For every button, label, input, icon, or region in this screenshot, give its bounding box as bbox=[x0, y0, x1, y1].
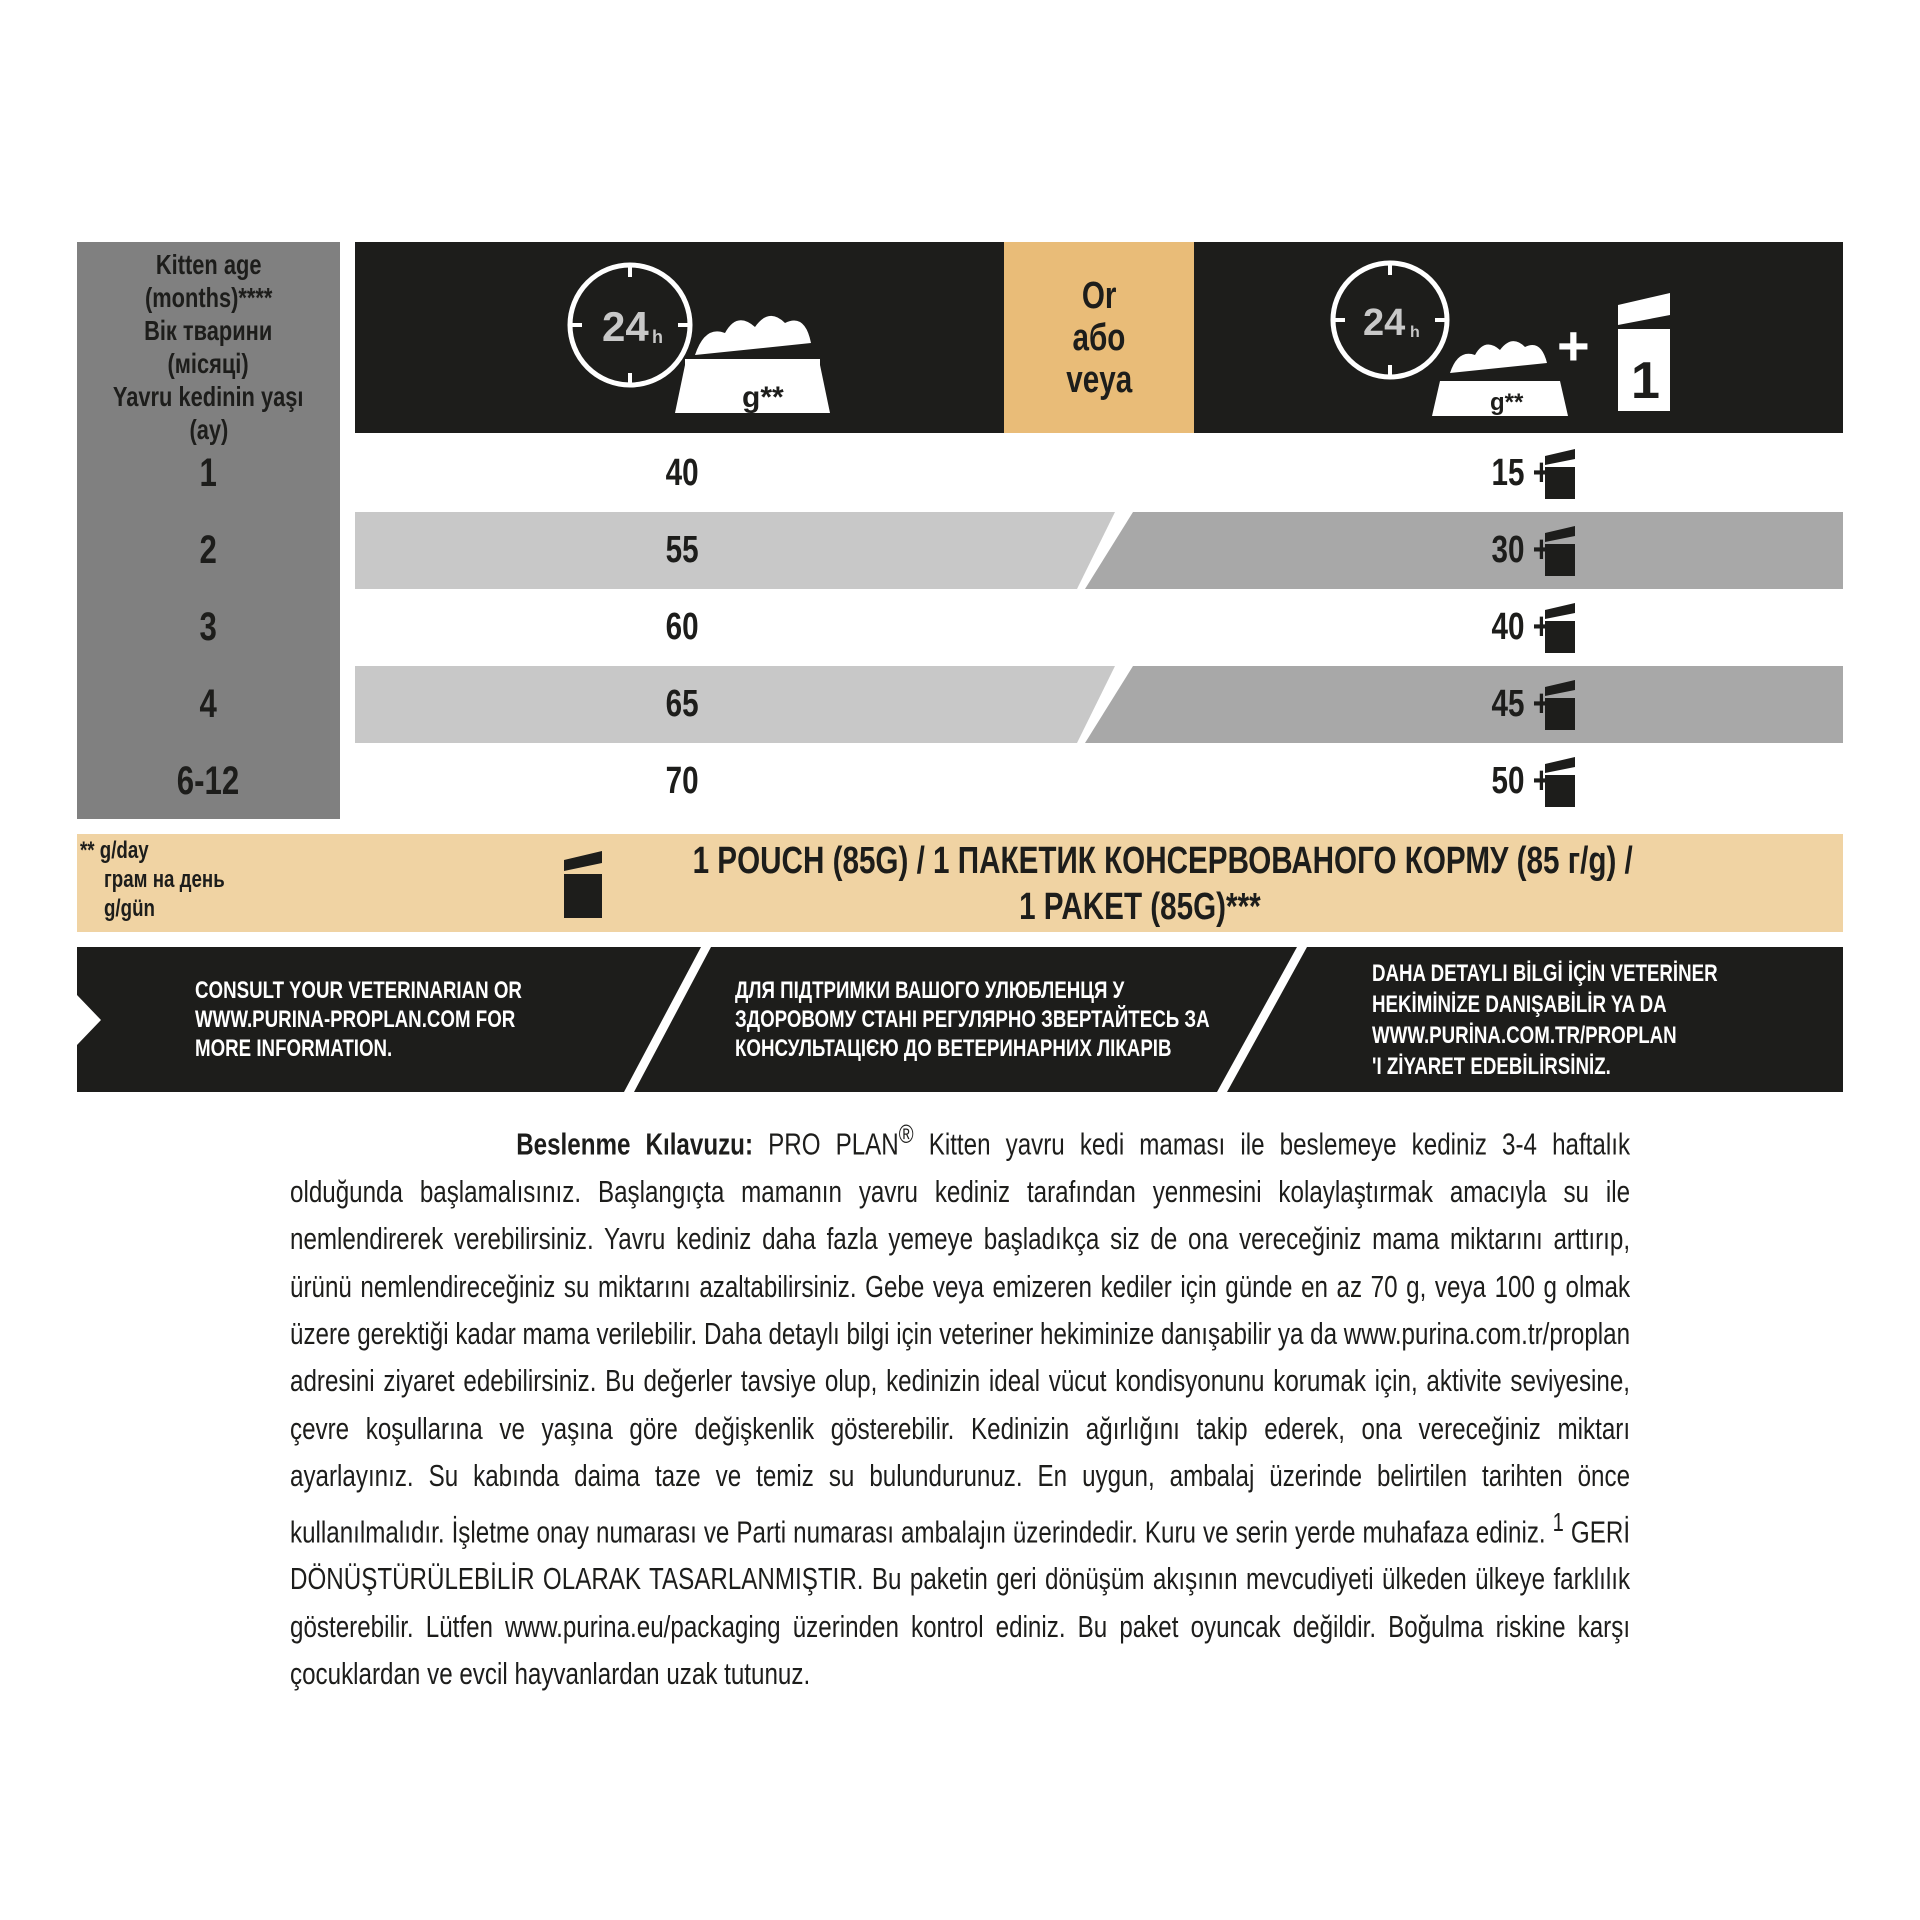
info-line: MORE INFORMATION. bbox=[195, 1035, 393, 1062]
unit-en: ** g/day bbox=[80, 837, 149, 864]
age-header: Kitten age (months)**** Вік тварини (міс… bbox=[77, 248, 340, 446]
svg-text:h: h bbox=[1410, 324, 1420, 341]
registered-mark: ® bbox=[898, 1121, 914, 1149]
age-column bbox=[77, 242, 340, 819]
guide-title: Beslenme Kılavuzu: bbox=[516, 1126, 754, 1162]
dry-food-daily-icon: 24 h g** bbox=[567, 262, 830, 414]
svg-text:1: 1 bbox=[1631, 352, 1660, 410]
age-cell: 1 bbox=[77, 435, 340, 512]
dry-value: 65 bbox=[666, 683, 699, 725]
mixed-value: 45 + bbox=[1491, 683, 1550, 725]
age-value: 2 bbox=[199, 528, 218, 572]
recycle-text: GERİ DÖNÜŞTÜRÜLEBİLİR OLARAK TASARLANMIŞ… bbox=[290, 1513, 1631, 1692]
dry-amount: 70 bbox=[640, 743, 725, 820]
age-value: 4 bbox=[199, 682, 218, 726]
mixed-value: 40 + bbox=[1491, 606, 1550, 648]
info-line: КОНСУЛЬТАЦІЄЮ ДО ВЕТЕРИНАРНИХ ЛІКАРІВ bbox=[735, 1035, 1172, 1062]
age-label-tr: Yavru kedinin yaşı bbox=[113, 381, 304, 412]
info-tr: DAHA DETAYLI BİLGİ İÇİN VETERİNER HEKİMİ… bbox=[1372, 958, 1815, 1082]
pouch-icon bbox=[1545, 526, 1575, 576]
feeding-guide-paragraph: Beslenme Kılavuzu: PRO PLAN® Kitten yavr… bbox=[290, 1112, 1630, 1698]
footnote-marker: 1 bbox=[1552, 1508, 1564, 1537]
svg-text:h: h bbox=[652, 327, 663, 347]
age-cell: 3 bbox=[77, 589, 340, 666]
dry-value: 40 bbox=[666, 452, 699, 494]
info-band-dividers bbox=[77, 947, 1307, 1092]
info-line: HEKİMİNİZE DANIŞABİLİR YA DA bbox=[1372, 991, 1667, 1018]
plus-icon: + bbox=[1557, 314, 1590, 377]
dry-amount: 60 bbox=[640, 589, 725, 666]
age-label-en-unit: (months)**** bbox=[144, 282, 273, 313]
pouch-icon bbox=[1545, 680, 1575, 730]
or-column: Or або veya bbox=[1004, 242, 1194, 433]
info-line: ЗДОРОВОМУ СТАНІ РЕГУЛЯРНО ЗВЕРТАЙТЕСЬ ЗА bbox=[735, 1006, 1210, 1033]
mixed-amount: 30 + bbox=[1450, 512, 1550, 589]
dry-value: 60 bbox=[666, 606, 699, 648]
age-value: 3 bbox=[199, 605, 218, 649]
mixed-value: 30 + bbox=[1491, 529, 1550, 571]
pouch-icon bbox=[1545, 757, 1575, 807]
info-line: CONSULT YOUR VETERINARIAN OR bbox=[195, 977, 522, 1004]
unit-tr: g/gün bbox=[104, 895, 155, 922]
svg-text:24: 24 bbox=[1363, 302, 1405, 344]
info-en: CONSULT YOUR VETERINARIAN OR WWW.PURINA-… bbox=[195, 976, 614, 1063]
age-label-en: Kitten age bbox=[155, 249, 262, 280]
info-line: 'I ZİYARET EDEBİLİRSİNİZ. bbox=[1372, 1053, 1611, 1080]
pouch-icon bbox=[1545, 449, 1575, 499]
brand: PRO PLAN bbox=[753, 1126, 899, 1162]
pouch-icon bbox=[1545, 603, 1575, 653]
pouch-icon: 1 bbox=[1618, 293, 1670, 411]
dry-amount: 55 bbox=[640, 512, 725, 589]
pouch-icon bbox=[564, 851, 602, 918]
dry-amount: 65 bbox=[640, 666, 725, 743]
age-cell: 4 bbox=[77, 666, 340, 743]
info-line: WWW.PURİNA.COM.TR/PROPLAN bbox=[1372, 1022, 1677, 1049]
info-line: ДЛЯ ПІДТРИМКИ ВАШОГО УЛЮБЛЕНЦЯ У bbox=[735, 977, 1125, 1004]
age-label-tr-unit: (ay) bbox=[189, 414, 228, 445]
age-label-uk-unit: (місяці) bbox=[167, 348, 250, 379]
svg-text:g**: g** bbox=[742, 381, 784, 414]
guide-text: Kitten yavru kedi maması ile beslemeye k… bbox=[290, 1126, 1631, 1549]
dry-amount: 40 bbox=[640, 435, 725, 512]
unit-uk: грам на день bbox=[104, 866, 225, 893]
bowl-icon: g** bbox=[1432, 341, 1568, 416]
mixed-amount: 50 + bbox=[1450, 743, 1550, 820]
row-background bbox=[355, 666, 1843, 743]
or-en: Or bbox=[1081, 274, 1117, 317]
pouch-line-2: 1 PAKET (85G)*** bbox=[1019, 886, 1261, 928]
age-value: 6-12 bbox=[177, 759, 240, 803]
mixed-amount: 15 + bbox=[1450, 435, 1550, 512]
units-footnote: ** g/day грам на день g/gün bbox=[80, 836, 259, 923]
info-uk: ДЛЯ ПІДТРИМКИ ВАШОГО УЛЮБЛЕНЦЯ У ЗДОРОВО… bbox=[735, 976, 1344, 1063]
clock-icon: 24 h bbox=[567, 262, 693, 388]
or-tr: veya bbox=[1066, 358, 1132, 401]
svg-text:24: 24 bbox=[602, 303, 649, 350]
row-background bbox=[355, 512, 1843, 589]
or-uk: або bbox=[1072, 316, 1126, 359]
info-line: WWW.PURINA-PROPLAN.COM FOR bbox=[195, 1006, 516, 1033]
pouch-note: 1 POUCH (85G) / 1 ПАКЕТИК КОНСЕРВОВАНОГО… bbox=[560, 838, 1720, 930]
age-cell: 2 bbox=[77, 512, 340, 589]
age-value: 1 bbox=[199, 451, 218, 495]
bowl-icon: g** bbox=[675, 315, 830, 414]
svg-text:g**: g** bbox=[1490, 389, 1524, 416]
info-band bbox=[77, 947, 1843, 1092]
mixed-amount: 40 + bbox=[1450, 589, 1550, 666]
clock-icon: 24 h bbox=[1330, 260, 1450, 380]
age-cell: 6-12 bbox=[77, 743, 340, 820]
pouch-footnote-band bbox=[77, 834, 1843, 932]
dry-value: 70 bbox=[666, 760, 699, 802]
info-line: DAHA DETAYLI BİLGİ İÇİN VETERİNER bbox=[1372, 960, 1718, 987]
mixed-amount: 45 + bbox=[1450, 666, 1550, 743]
age-label-uk: Вік тварини bbox=[144, 315, 273, 346]
mixed-feeding-icon: 24 h g** + 1 bbox=[1330, 260, 1670, 416]
pouch-line-1: 1 POUCH (85G) / 1 ПАКЕТИК КОНСЕРВОВАНОГО… bbox=[692, 840, 1633, 882]
dry-value: 55 bbox=[666, 529, 699, 571]
mixed-value: 15 + bbox=[1491, 452, 1550, 494]
mixed-value: 50 + bbox=[1491, 760, 1550, 802]
